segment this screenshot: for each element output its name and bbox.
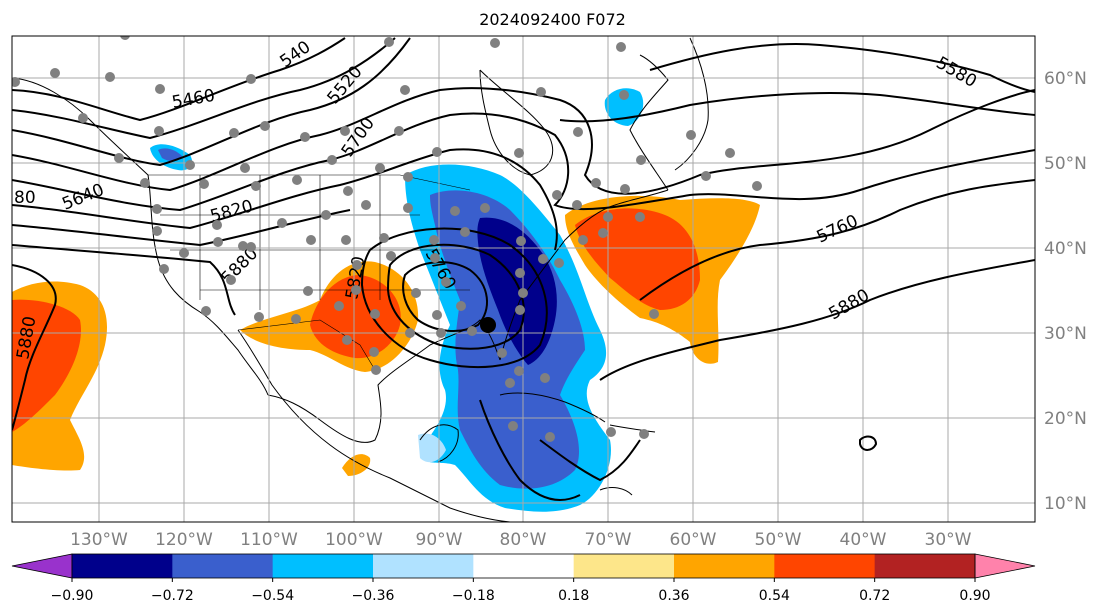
colorbar-segment xyxy=(272,554,374,578)
colorbar-tick-label: −0.72 xyxy=(151,588,194,604)
graticule xyxy=(12,36,1035,522)
lon-label: 90°W xyxy=(416,530,463,550)
lon-label: 70°W xyxy=(585,530,632,550)
colorbar-segment xyxy=(674,554,775,578)
latitude-labels: 60°N 50°N 40°N 30°N 20°N 10°N xyxy=(1044,69,1087,514)
lon-label: 130°W xyxy=(70,530,128,550)
colorbar-segment xyxy=(774,554,876,578)
colorbar-extend-high xyxy=(974,553,1036,579)
lat-label: 10°N xyxy=(1044,494,1087,514)
colorbar-tick-label: −0.36 xyxy=(352,588,395,604)
colorbar-extend-low xyxy=(11,553,73,579)
longitude-labels: 130°W 120°W 110°W 100°W 90°W 80°W 70°W 6… xyxy=(70,530,972,550)
political-borders xyxy=(148,174,471,371)
cold-anomaly-canada-core xyxy=(158,148,182,162)
colorbar-labels: −0.90 −0.72 −0.54 −0.36 −0.18 0.18 0.36 0.54 0.7… xyxy=(51,578,991,604)
lon-label: 80°W xyxy=(500,530,547,550)
lat-label: 60°N xyxy=(1044,69,1087,89)
map-title: 2024092400 F072 xyxy=(479,10,626,29)
colorbar-segment xyxy=(373,554,474,578)
lon-label: 120°W xyxy=(155,530,213,550)
colorbar-tick-label: 0.18 xyxy=(558,588,589,604)
lon-label: 40°W xyxy=(840,530,887,550)
colorbar-segment xyxy=(172,554,274,578)
colorbar-segment xyxy=(72,554,173,578)
colorbar-tick-label: −0.90 xyxy=(51,588,94,604)
lon-label: 60°W xyxy=(670,530,717,550)
colorbar-segment xyxy=(473,554,575,578)
colorbar-segment xyxy=(573,554,675,578)
colorbar-tick-label: 0.54 xyxy=(759,588,790,604)
cold-anomaly-core xyxy=(477,217,557,365)
lat-label: 20°N xyxy=(1044,409,1087,429)
lon-label: 50°W xyxy=(755,530,802,550)
warm-anomaly-small xyxy=(342,454,371,476)
lat-label: 40°N xyxy=(1044,239,1087,259)
colorbar-tick-label: 0.36 xyxy=(658,588,689,604)
contour-label: 80 xyxy=(14,188,36,208)
colorbar-outline xyxy=(71,553,976,579)
strong-warm-anomaly-gulf xyxy=(310,275,401,359)
colorbar-tick-label: −0.54 xyxy=(251,588,294,604)
lat-label: 30°N xyxy=(1044,324,1087,344)
storm-center-marker xyxy=(480,317,496,333)
lon-label: 100°W xyxy=(325,530,383,550)
station-markers xyxy=(12,36,762,442)
lon-label: 30°W xyxy=(925,530,972,550)
colorbar-tick-label: 0.90 xyxy=(959,588,990,604)
lat-label: 50°N xyxy=(1044,154,1087,174)
colorbar xyxy=(11,553,1036,579)
colorbar-tick-label: −0.18 xyxy=(452,588,495,604)
colorbar-segment xyxy=(874,554,976,578)
colorbar-tick-label: 0.72 xyxy=(859,588,890,604)
map-frame xyxy=(11,35,1036,523)
lon-label: 110°W xyxy=(240,530,298,550)
